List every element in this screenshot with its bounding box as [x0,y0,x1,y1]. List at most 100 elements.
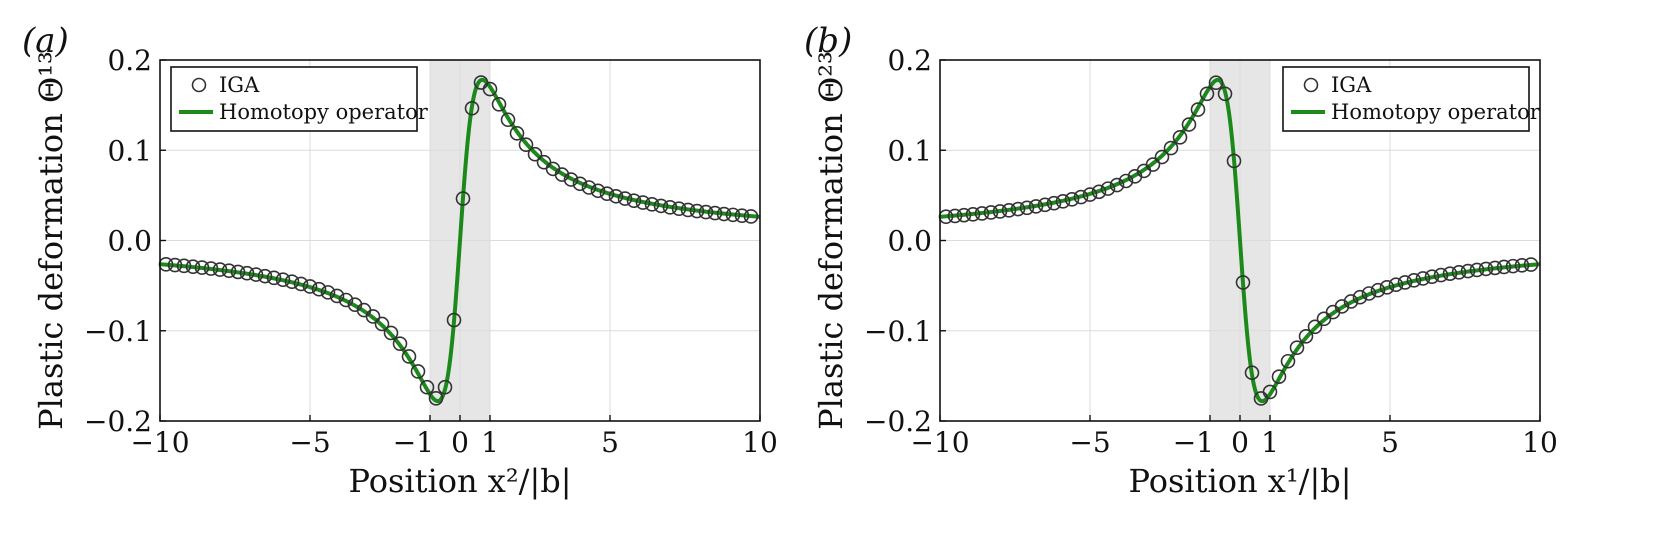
legend-circle-icon [191,77,207,93]
iga-point [1226,153,1242,169]
x-tick-label: −5 [1069,426,1110,459]
iga-point [212,262,228,277]
x-tick-label: 1 [481,426,499,459]
iga-point [1082,187,1098,202]
iga-point [983,205,999,220]
x-tick-label: −10 [130,426,189,459]
iga-point [1073,189,1089,205]
x-tick-label: 0 [1231,426,1249,459]
iga-point [1208,75,1224,91]
iga-point [338,292,354,308]
iga-point [1460,263,1476,279]
iga-point [1487,260,1503,276]
iga-point [725,207,741,223]
iga-point [1244,365,1260,381]
iga-point [320,285,336,300]
iga-point [230,264,246,280]
iga-point [1163,140,1179,156]
legend: IGA Homotopy operator [170,66,429,132]
iga-point [1055,194,1071,209]
iga-point [293,276,309,292]
iga-point [275,272,291,287]
x-tick-label: −1 [1173,426,1214,459]
iga-point [1523,257,1539,272]
y-axis-label: Plastic deformation Θ¹³ [32,51,70,430]
legend-label-homotopy: Homotopy operator [219,100,429,124]
iga-point [1010,201,1026,217]
iga-point [194,260,210,275]
iga-point [1262,384,1278,400]
legend: IGA Homotopy operator [1282,66,1541,132]
iga-point [437,379,453,395]
iga-point [1118,173,1134,189]
iga-point [518,137,534,153]
iga-point [500,112,516,128]
iga-point [662,200,678,215]
homotopy-operator-line [158,77,762,404]
panel-label-b: (b) [804,21,852,61]
iga-point [374,316,390,332]
tick-marks [939,59,1541,422]
iga-point [1406,273,1422,288]
iga-point [266,270,282,286]
x-tick-labels: −10 −5 −1 0 1 5 10 [130,426,777,459]
panel-b: (b) −10 −5 −1 0 1 5 10 −0.2 −0.1 0.0 0.1… [804,21,1558,500]
y-tick-label: 0.0 [887,225,932,258]
x-tick-labels: −10 −5 −1 0 1 5 10 [910,426,1557,459]
x-axis-label: Position x²/|b| [349,462,572,500]
iga-point [203,261,219,276]
iga-point [455,191,471,206]
iga-point [401,349,417,364]
iga-point [599,186,615,201]
iga-point [965,207,981,222]
x-tick-label: 5 [1381,426,1399,459]
legend-box [170,66,418,132]
iga-point [239,265,255,281]
panel-label-a: (a) [22,21,69,61]
x-tick-label: 5 [601,426,619,459]
iga-point [1469,262,1485,278]
x-tick-label: −10 [910,426,969,459]
y-tick-labels: −0.2 −0.1 0.0 0.1 0.2 [84,44,152,438]
legend-label-homotopy: Homotopy operator [1331,100,1541,124]
iga-point [329,288,345,304]
iga-point [563,172,579,187]
iga-point [716,206,732,222]
homotopy-operator-line [938,77,1542,404]
iga-point [590,183,606,199]
iga-point [257,268,273,284]
iga-point [698,204,714,220]
legend-label-iga: IGA [219,73,260,97]
iga-point [1271,369,1287,385]
iga-point [1154,149,1170,165]
iga-point [1361,286,1377,301]
iga-point [1037,197,1053,213]
y-tick-label: 0.0 [107,225,152,258]
iga-point [554,167,570,182]
iga-point [1388,277,1404,293]
homotopy-curve-group [938,77,1542,404]
iga-point [743,209,759,224]
iga-point [635,195,651,210]
iga-point [992,204,1008,219]
iga-point [689,203,705,219]
iga-point [464,100,480,116]
iga-point [1424,269,1440,284]
iga-point [1028,199,1044,214]
iga-point [707,205,723,221]
iga-point [284,274,300,289]
iga-markers [158,75,759,406]
iga-point [185,259,201,274]
iga-point [1514,258,1530,273]
iga-point [1019,200,1035,216]
iga-point [581,180,597,195]
x-tick-label: 10 [1522,426,1558,459]
iga-point [311,281,327,297]
y-tick-labels: −0.2 −0.1 0.0 0.1 0.2 [864,44,932,438]
x-tick-label: 1 [1261,426,1279,459]
iga-point [1100,181,1116,196]
iga-point [1172,130,1188,145]
iga-point [1145,157,1161,172]
iga-point [1235,275,1251,290]
